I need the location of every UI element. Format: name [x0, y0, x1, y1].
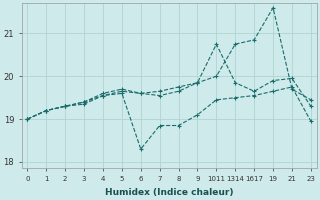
- X-axis label: Humidex (Indice chaleur): Humidex (Indice chaleur): [105, 188, 233, 197]
